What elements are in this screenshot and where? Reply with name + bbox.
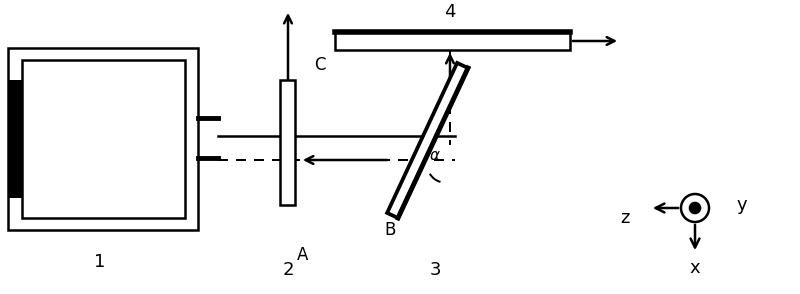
Text: 4: 4	[444, 3, 456, 21]
Bar	[8, 80, 22, 198]
Text: 2: 2	[282, 261, 294, 279]
Text: y: y	[737, 196, 747, 214]
Text: 3: 3	[430, 261, 441, 279]
Circle shape	[681, 194, 709, 222]
Text: 1: 1	[94, 253, 106, 271]
Bar	[8, 48, 198, 230]
Bar	[335, 32, 570, 50]
Circle shape	[689, 202, 702, 214]
Text: z: z	[620, 209, 630, 227]
Bar	[22, 60, 185, 218]
Polygon shape	[387, 63, 468, 218]
Bar	[280, 80, 295, 205]
Text: A: A	[298, 246, 309, 264]
Text: α: α	[430, 148, 440, 163]
Text: x: x	[690, 259, 700, 277]
Text: B: B	[384, 221, 396, 239]
Text: C: C	[314, 56, 326, 74]
